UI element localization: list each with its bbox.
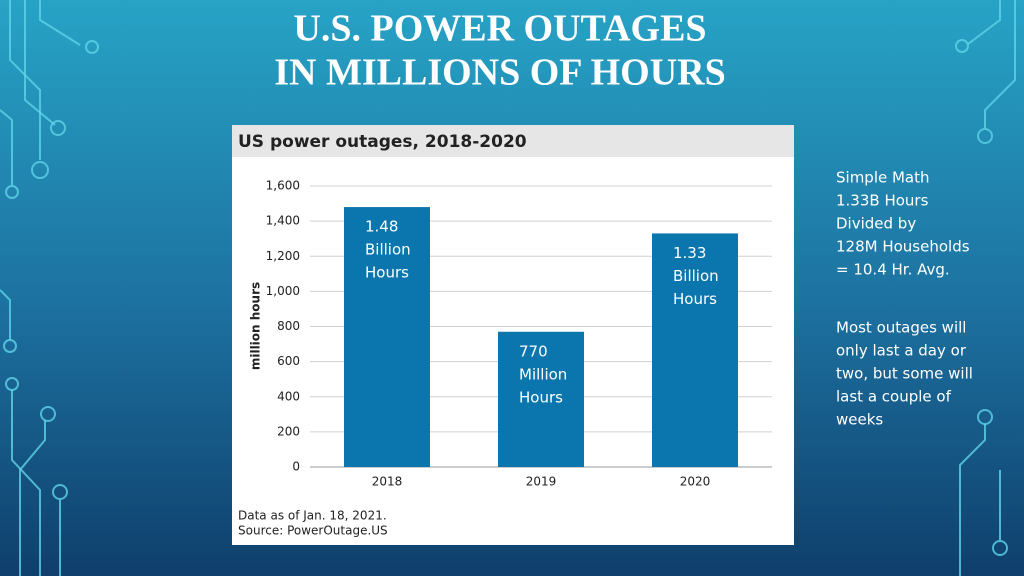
side-note: two, but some will	[836, 365, 973, 383]
y-tick-label: 1,400	[266, 214, 300, 228]
chart-header	[232, 125, 794, 157]
x-tick-label: 2019	[526, 475, 557, 489]
chart-title: US power outages, 2018-2020	[238, 132, 527, 152]
data-label: 1.48	[365, 218, 398, 236]
data-label: 1.33	[673, 244, 706, 262]
data-label: Million	[519, 365, 567, 383]
side-note: 128M Households	[836, 238, 970, 256]
side-note: Most outages will	[836, 319, 966, 337]
slide-title: U.S. POWER OUTAGES	[293, 8, 706, 50]
bar	[498, 331, 584, 467]
data-label: Hours	[673, 290, 717, 308]
side-note: only last a day or	[836, 342, 967, 360]
y-tick-label: 1,200	[266, 249, 300, 263]
side-note: 1.33B Hours	[836, 192, 929, 210]
side-note: weeks	[836, 411, 883, 429]
y-tick-label: 1,000	[266, 284, 300, 298]
data-label: Hours	[519, 388, 563, 406]
data-label: Billion	[365, 241, 411, 259]
data-label: Billion	[673, 267, 719, 285]
side-note: Divided by	[836, 215, 916, 233]
y-tick-label: 0	[292, 460, 300, 474]
bar	[652, 233, 738, 467]
y-tick-label: 400	[277, 389, 300, 403]
bar	[344, 207, 430, 467]
y-tick-label: 1,600	[266, 179, 300, 193]
y-tick-label: 800	[277, 319, 300, 333]
data-label: 770	[519, 342, 548, 360]
side-note: last a couple of	[836, 388, 952, 406]
y-axis-label: million hours	[249, 282, 263, 370]
x-tick-label: 2018	[372, 475, 403, 489]
y-tick-label: 200	[277, 424, 300, 438]
data-label: Hours	[365, 264, 409, 282]
chart-note: Source: PowerOutage.US	[238, 524, 388, 538]
chart-note: Data as of Jan. 18, 2021.	[238, 509, 387, 523]
x-tick-label: 2020	[680, 475, 711, 489]
side-note: Simple Math	[836, 169, 930, 187]
y-tick-label: 600	[277, 354, 300, 368]
side-note: = 10.4 Hr. Avg.	[836, 261, 950, 279]
slide-title: IN MILLIONS OF HOURS	[274, 52, 726, 94]
